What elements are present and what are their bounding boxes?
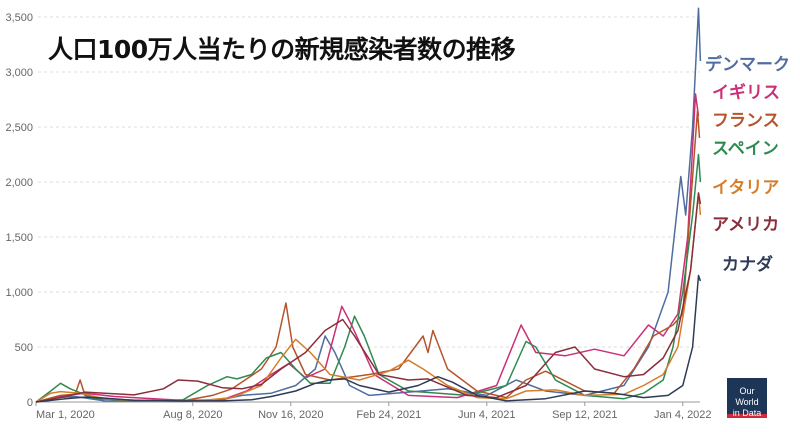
x-tick-label: Nov 16, 2020	[258, 409, 323, 421]
x-axis: Mar 1, 2020 Aug 8, 2020 Nov 16, 2020 Feb 24…	[35, 402, 712, 421]
legend-item[interactable]: カナダ	[722, 255, 773, 275]
y-tick-label: 3,500	[5, 12, 33, 24]
legend-item[interactable]: フランス	[712, 111, 780, 131]
y-tick-label: 2,000	[5, 177, 33, 189]
series-line-6[interactable]	[35, 274, 702, 403]
x-tick-label: Aug 8, 2020	[163, 409, 222, 421]
legend-item[interactable]: イギリス	[712, 83, 780, 103]
legend-item[interactable]: デンマーク	[705, 55, 790, 75]
series-line-3[interactable]	[35, 153, 702, 403]
x-tick-label: Feb 24, 2021	[356, 409, 421, 421]
series-line-2[interactable]	[35, 109, 701, 403]
y-tick-label: 1,500	[5, 232, 33, 244]
y-tick-label: 500	[15, 342, 33, 354]
y-tick-label: 3,000	[5, 67, 33, 79]
legend-item[interactable]: スペイン	[712, 139, 779, 159]
owid-logo[interactable]: Our World in Data	[727, 378, 767, 418]
x-tick-label: Sep 12, 2021	[552, 409, 617, 421]
x-tick-label: Jan 4, 2022	[654, 409, 712, 421]
logo-line2: in Data	[732, 408, 762, 418]
y-tick-label: 0	[27, 397, 33, 409]
logo-line1: Our World	[735, 386, 759, 407]
legend-item[interactable]: アメリカ	[712, 215, 780, 235]
x-tick-label: Mar 1, 2020	[36, 409, 95, 421]
series-line-5[interactable]	[35, 192, 702, 403]
series-line-0[interactable]	[35, 7, 702, 403]
chart-title: 人口100万人当たりの新規感染者数の推移	[48, 35, 516, 64]
y-tick-label: 1,000	[5, 287, 33, 299]
series-lines	[35, 7, 702, 403]
grid-lines	[38, 16, 700, 403]
x-tick-label: Jun 4, 2021	[458, 409, 516, 421]
legend-item[interactable]: イタリア	[712, 178, 780, 198]
y-axis: 0 500 1,000 1,500 2,000 2,500 3,000 3,500	[5, 12, 33, 409]
y-tick-label: 2,500	[5, 122, 33, 134]
